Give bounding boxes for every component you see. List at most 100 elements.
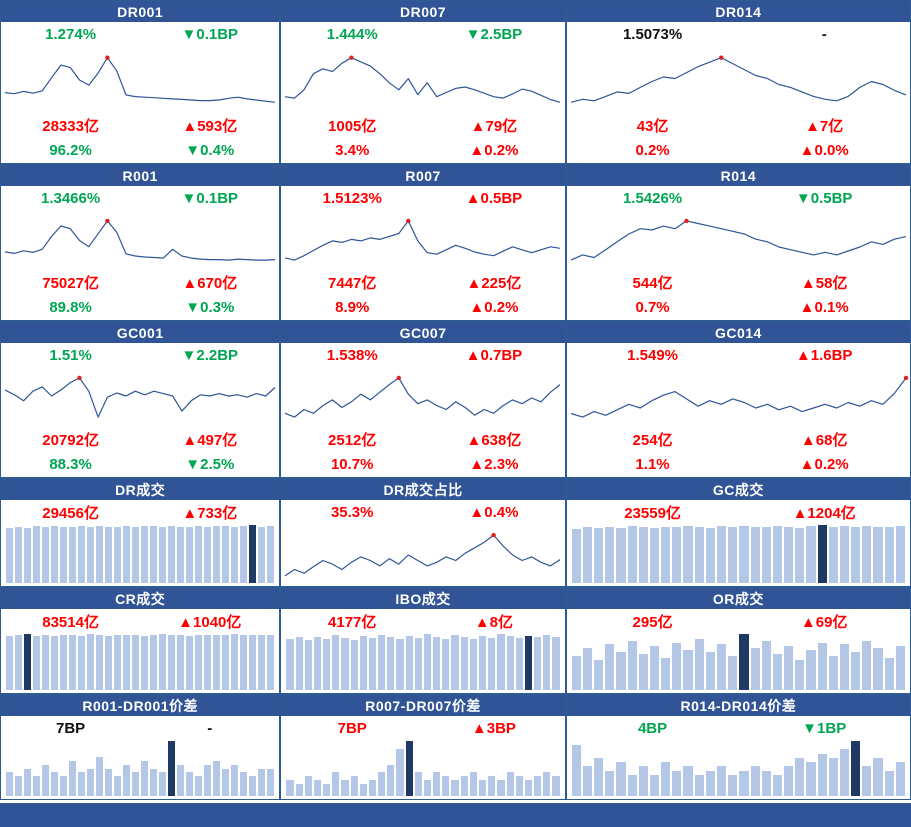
bar — [750, 766, 760, 796]
bar — [488, 637, 496, 690]
bar — [168, 635, 176, 690]
bar — [249, 634, 257, 690]
panel-r001-dr001-spread: R001-DR001价差 7BP - — [1, 695, 280, 799]
bar — [359, 635, 367, 690]
bar — [649, 646, 660, 690]
bar — [750, 526, 760, 583]
rate-row: 1.5073% - — [567, 22, 910, 47]
peak-dot — [718, 55, 724, 60]
panel-dr001: DR001 1.274% ▼0.1BP 28333亿 ▲593亿 96.2% ▼… — [1, 1, 280, 163]
bar — [141, 525, 149, 583]
bar — [839, 644, 850, 690]
highlight-bar — [24, 634, 32, 690]
bar — [672, 642, 682, 690]
bar — [594, 528, 604, 583]
bar — [423, 634, 432, 690]
bar — [368, 638, 377, 690]
share-value: 1.1% — [635, 456, 670, 473]
bar — [451, 780, 459, 796]
bar — [683, 526, 693, 583]
volume-value: 23559亿 — [624, 505, 681, 522]
bar — [332, 772, 340, 796]
panel-dr-share: DR成交占比 35.3% ▲0.4% — [281, 479, 565, 586]
line-series — [4, 55, 276, 103]
bar — [15, 776, 23, 796]
panel-grid: DR001 1.274% ▼0.1BP 28333亿 ▲593亿 96.2% ▼… — [0, 0, 911, 800]
rate-change: - — [821, 26, 827, 43]
panel-gc007: GC007 1.538% ▲0.7BP 2512亿 ▲638亿 10.7% ▲2… — [281, 322, 565, 477]
bar — [159, 526, 167, 583]
bar — [249, 776, 257, 796]
rate-value: 1.444% — [326, 26, 378, 43]
bar — [716, 644, 727, 690]
bar — [150, 635, 158, 690]
bar — [213, 525, 221, 583]
volume-value: 29456亿 — [42, 505, 99, 522]
sparkline-chart — [281, 525, 564, 586]
bar — [159, 772, 167, 796]
share-change: ▲0.2% — [469, 299, 519, 316]
line-series — [570, 55, 906, 103]
line-series — [570, 375, 908, 418]
bar — [222, 635, 230, 690]
share-change: ▲2.3% — [469, 456, 519, 473]
bar — [87, 526, 95, 583]
panel-title: R014 — [566, 165, 910, 186]
rate-value: 1.5426% — [622, 190, 683, 207]
volume-change: ▲69亿 — [800, 614, 848, 631]
panel-or-volume: OR成交 295亿 ▲69亿 — [566, 588, 910, 693]
spread-value: 7BP — [56, 720, 86, 737]
bar — [873, 527, 883, 583]
volume-row: 7447亿 ▲225亿 — [281, 270, 564, 295]
bar-chart — [1, 525, 279, 586]
sparkline-chart — [1, 47, 279, 113]
volume-row: 295亿 ▲69亿 — [567, 609, 910, 634]
bar-chart — [281, 634, 564, 693]
bar — [141, 635, 149, 690]
share-value: 3.4% — [335, 142, 370, 159]
bar — [772, 653, 783, 690]
bar — [177, 526, 185, 583]
volume-value: 1005亿 — [328, 118, 377, 135]
volume-change: ▲58亿 — [800, 275, 848, 292]
bar — [571, 655, 581, 690]
bar — [286, 639, 294, 690]
highlight-bar — [817, 525, 827, 583]
bar — [506, 772, 514, 796]
peak-dot — [77, 375, 82, 381]
bar — [105, 635, 113, 690]
bar — [605, 526, 615, 583]
volume-value: 43亿 — [636, 118, 669, 135]
bar — [204, 526, 212, 583]
line-series — [285, 218, 561, 261]
panel-title: IBO成交 — [281, 588, 565, 609]
bar — [114, 776, 122, 796]
bar — [240, 525, 248, 583]
volume-row: 1005亿 ▲79亿 — [281, 113, 564, 138]
bar — [6, 772, 14, 796]
share-row: 96.2% ▼0.4% — [1, 138, 279, 163]
bar — [96, 525, 104, 583]
bar — [87, 768, 95, 796]
volume-row: 29456亿 ▲733亿 — [1, 500, 279, 525]
bar — [739, 525, 749, 583]
bar — [213, 760, 221, 796]
bar — [123, 525, 131, 583]
bar — [442, 638, 450, 690]
volume-change: ▲638亿 — [466, 432, 522, 449]
spread-row: 7BP ▲3BP — [281, 716, 564, 741]
bar — [605, 770, 615, 796]
bar — [582, 766, 593, 796]
bar — [728, 527, 738, 583]
panel-title: R007-DR007价差 — [281, 695, 565, 716]
bar — [772, 774, 783, 796]
line-series — [285, 55, 561, 103]
rate-value: 1.5073% — [622, 26, 683, 43]
volume-row: 75027亿 ▲670亿 — [1, 270, 279, 295]
bar — [694, 774, 704, 796]
volume-value: 83514亿 — [42, 614, 99, 631]
bar — [60, 635, 68, 690]
rate-change: ▲0.7BP — [465, 347, 523, 364]
bar — [469, 772, 477, 796]
bar — [828, 655, 838, 690]
